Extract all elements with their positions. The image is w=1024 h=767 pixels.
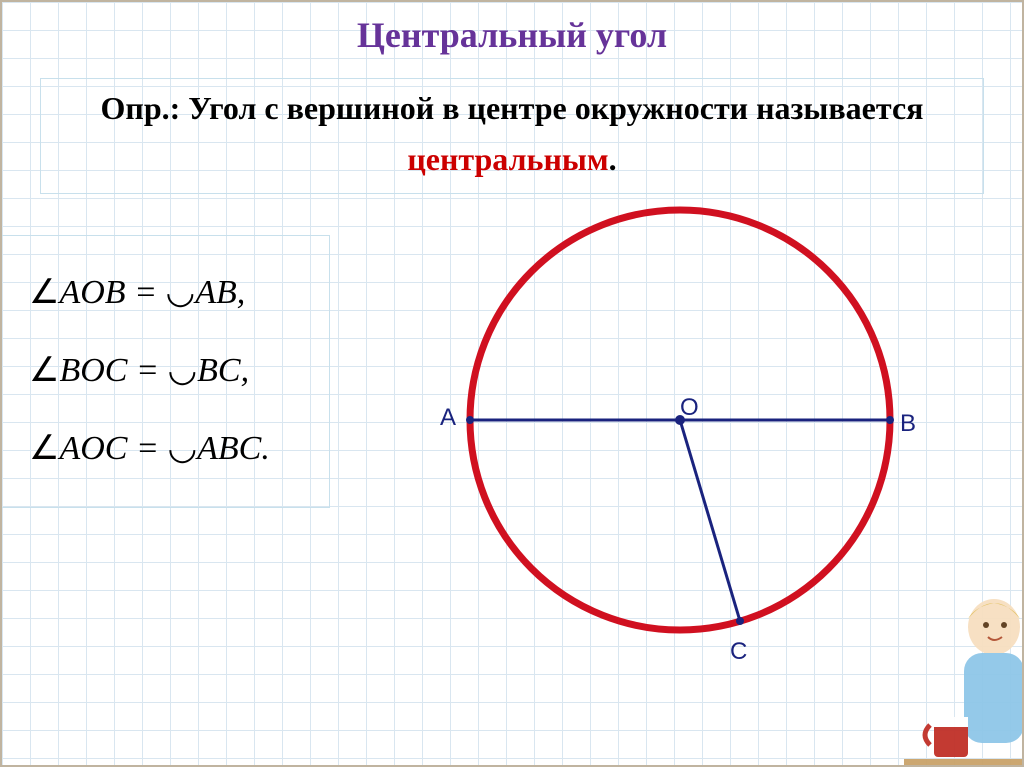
formula-row-1: ∠AOB = ◡AB,: [29, 254, 309, 332]
label-b: B: [900, 410, 916, 438]
arc-symbol: ◡: [166, 274, 196, 311]
angle-symbol: ∠: [29, 430, 59, 467]
period: .: [261, 430, 270, 467]
corner-illustration: [904, 567, 1024, 767]
formula2-right: BC: [197, 352, 240, 389]
circle-diagram: O A B C: [400, 190, 960, 670]
formula-row-2: ∠BOC = ◡BC,: [29, 332, 309, 410]
definition-prefix: Опр.: Угол с вершиной в центре окружност…: [101, 90, 924, 126]
comma: ,: [241, 352, 250, 389]
point-b-dot: [886, 416, 894, 424]
page-title: Центральный угол: [0, 14, 1024, 56]
point-c-dot: [736, 617, 744, 625]
radius-oc: [680, 420, 740, 621]
equals: =: [126, 274, 166, 311]
arc-symbol: ◡: [167, 352, 197, 389]
comma: ,: [237, 274, 246, 311]
formula1-right: AB: [195, 274, 237, 311]
formula3-right: ABC: [197, 430, 261, 467]
point-a-dot: [466, 416, 474, 424]
arc-symbol: ◡: [167, 430, 197, 467]
definition-suffix: .: [609, 141, 617, 177]
equals: =: [127, 352, 167, 389]
formula3-left: AOC: [59, 430, 127, 467]
label-a: A: [440, 404, 456, 432]
formula2-left: BOC: [59, 352, 127, 389]
formula-row-3: ∠AOC = ◡ABC.: [29, 410, 309, 488]
definition-highlight: центральным: [407, 141, 608, 177]
label-o: O: [680, 394, 699, 422]
definition-box: Опр.: Угол с вершиной в центре окружност…: [40, 78, 984, 194]
definition-text: Опр.: Угол с вершиной в центре окружност…: [40, 78, 984, 194]
diagram-svg: [400, 190, 960, 670]
angle-symbol: ∠: [29, 352, 59, 389]
formula-panel: ∠AOB = ◡AB, ∠BOC = ◡BC, ∠AOC = ◡ABC.: [0, 235, 330, 508]
label-c: C: [730, 638, 747, 666]
angle-symbol: ∠: [29, 274, 59, 311]
equals: =: [127, 430, 167, 467]
formula1-left: AOB: [59, 274, 125, 311]
